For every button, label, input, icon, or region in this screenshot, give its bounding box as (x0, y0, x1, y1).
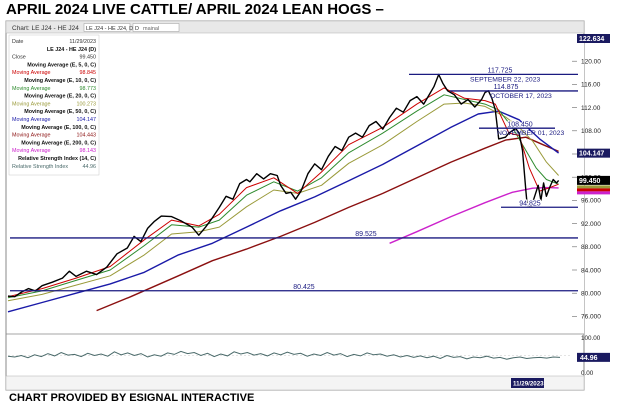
info-row-label: Moving Average (E, 50, 0, C) (24, 109, 96, 115)
level-label: 117.725 (488, 68, 513, 75)
value-badge (577, 34, 610, 43)
y-tick-label: 112.00 (581, 105, 601, 112)
info-rows: Date 11/29/2023 LE J24 - HE J24 (D) Close 99… (12, 39, 96, 170)
info-row-value: 11/29/2023 (69, 39, 96, 45)
info-row-value: 100.273 (77, 101, 97, 107)
series-ma100 (96, 136, 559, 312)
info-row-label: Date (12, 39, 23, 45)
interval-input[interactable] (132, 23, 180, 32)
value-badge-label: 99.450 (579, 178, 601, 185)
extra-label: mainal (143, 26, 159, 32)
info-row-value: 104.147 (77, 117, 97, 123)
info-row-label: Moving Average (12, 101, 51, 107)
level-label: 94.825 (519, 200, 541, 207)
level-label: 89.525 (355, 231, 377, 238)
value-badge-label: 104.147 (579, 151, 604, 158)
info-row-label: Relative Strength Index (14, C) (18, 156, 96, 162)
info-row-label: Moving Average (12, 70, 51, 76)
info-row-label: Moving Average (E, 5, 0, C) (27, 62, 96, 68)
level-note: SEPTEMBER 22, 2023 (470, 76, 540, 83)
value-badge (577, 148, 610, 158)
y-tick-label: 76.000 (581, 314, 601, 321)
info-row-label: Moving Average (E, 10, 0, C) (24, 78, 96, 84)
y-tick-label: 80.000 (581, 291, 601, 298)
y-tick-label: 116.00 (581, 82, 601, 89)
level-label: 114.875 (494, 84, 519, 91)
series-price (7, 73, 560, 298)
info-row-label: Moving Average (12, 133, 51, 139)
info-row-label: Moving Average (E, 200, 0, C) (21, 140, 96, 146)
info-row-value: 44.96 (83, 164, 97, 170)
badges: 122.634 104.147 99.450 44.96 11/29/2023 (511, 34, 610, 388)
info-row-label: Moving Average (12, 86, 51, 92)
y-tick-label: 88.000 (581, 244, 601, 251)
interval-input-value: D (135, 26, 139, 32)
series-ma10 (7, 94, 559, 299)
level-label: 80.425 (293, 284, 315, 291)
level-note: OCTOBER 17, 2023 (490, 93, 552, 100)
level-note: NOVEMBER 01, 2023 (497, 130, 564, 137)
price-panel (8, 34, 578, 334)
ma-badge-ma200 (577, 191, 610, 195)
y-tick-label: 120.00 (581, 59, 601, 66)
info-row-label: Moving Average (E, 20, 0, C) (24, 94, 96, 100)
value-badge (577, 175, 610, 185)
y-tick-label: 84.000 (581, 267, 601, 274)
symbol-input[interactable] (83, 23, 131, 32)
series-ma20 (7, 102, 559, 302)
info-panel (8, 34, 100, 176)
symbol-input-value: LE J24 - HE J24, D (86, 26, 133, 32)
info-row-label: Relative Strength Index (12, 164, 68, 170)
date-axis (5, 375, 585, 391)
level-label: 108.450 (507, 121, 532, 128)
info-row-value: 99.450 (80, 55, 97, 61)
info-row-label: Moving Average (12, 117, 51, 123)
info-row-value: 98.773 (80, 86, 97, 92)
info-row-value: 104.443 (77, 133, 97, 139)
ma-badge-ma20 (577, 185, 610, 189)
rsi-badge-label: 44.96 (580, 355, 598, 362)
y-tick-label: 108.00 (581, 128, 601, 135)
info-row-label: LE J24 - HE J24 (D) (47, 47, 96, 53)
rsi-tick-label: 0.00 (581, 370, 594, 377)
y-tick-label: 92.000 (581, 221, 601, 228)
value-badge-label: 122.634 (579, 36, 604, 43)
page-title: APRIL 2024 LIVE CATTLE/ APRIL 2024 LEAN … (6, 1, 384, 18)
rsi-badge (577, 352, 610, 362)
info-row-label: Moving Average (E, 100, 0, C) (21, 125, 96, 131)
info-row-value: 98.845 (80, 70, 97, 76)
ma-badge-ma5 (577, 188, 610, 192)
date-badge-label: 11/29/2023 (513, 381, 544, 388)
y-tick-label: 96.000 (581, 198, 601, 205)
info-row-value: 98.143 (80, 148, 97, 154)
rsi-tick-label: 100.00 (581, 335, 601, 342)
date-badge (511, 378, 544, 388)
info-row-label: Close (12, 55, 26, 61)
chart-label: Chart: LE J24 - HE J24 (12, 25, 79, 32)
rsi-line (7, 350, 561, 360)
chart-credit: CHART PROVIDED BY ESIGNAL INTERACTIVE (9, 392, 255, 404)
series-layer (7, 73, 560, 313)
info-row-label: Moving Average (12, 148, 51, 154)
